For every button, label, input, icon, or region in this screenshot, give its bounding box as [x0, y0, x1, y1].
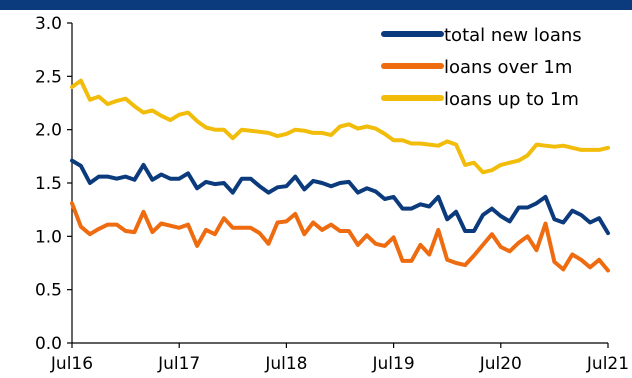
top-banner-bar [0, 0, 632, 10]
series-line-loans-up-to-1m [70, 78, 610, 175]
x-tick-label: Jul17 [157, 354, 200, 374]
legend-label: total new loans [444, 25, 582, 46]
legend-label: loans over 1m [444, 57, 572, 78]
y-tick-label: 1.5 [35, 174, 62, 194]
x-tick-label: Jul16 [50, 354, 93, 374]
series-line-total-new-loans [70, 158, 610, 236]
y-tick-label: 2.0 [35, 121, 62, 141]
x-tick-label: Jul20 [479, 354, 522, 374]
x-tick-label: Jul21 [586, 354, 629, 374]
y-tick-label: 0.5 [35, 281, 62, 301]
x-tick-label: Jul19 [372, 354, 415, 374]
series-line-loans-over-1m [70, 201, 610, 273]
x-axis: Jul16 Jul17 Jul18 Jul19 Jul20 Jul21 [50, 342, 629, 374]
y-tick-label: 3.0 [35, 14, 62, 34]
x-tick-label: Jul18 [264, 354, 307, 374]
y-tick-label: 1.0 [35, 227, 62, 247]
y-tick-label: 2.5 [35, 67, 62, 87]
series-lines [70, 78, 610, 273]
legend: total new loans loans over 1m loans up to … [381, 25, 582, 110]
y-tick-label: 0.0 [35, 334, 62, 354]
y-axis: 0.0 0.5 1.0 1.5 2.0 2.5 3.0 [35, 14, 73, 354]
legend-label: loans up to 1m [444, 89, 579, 110]
